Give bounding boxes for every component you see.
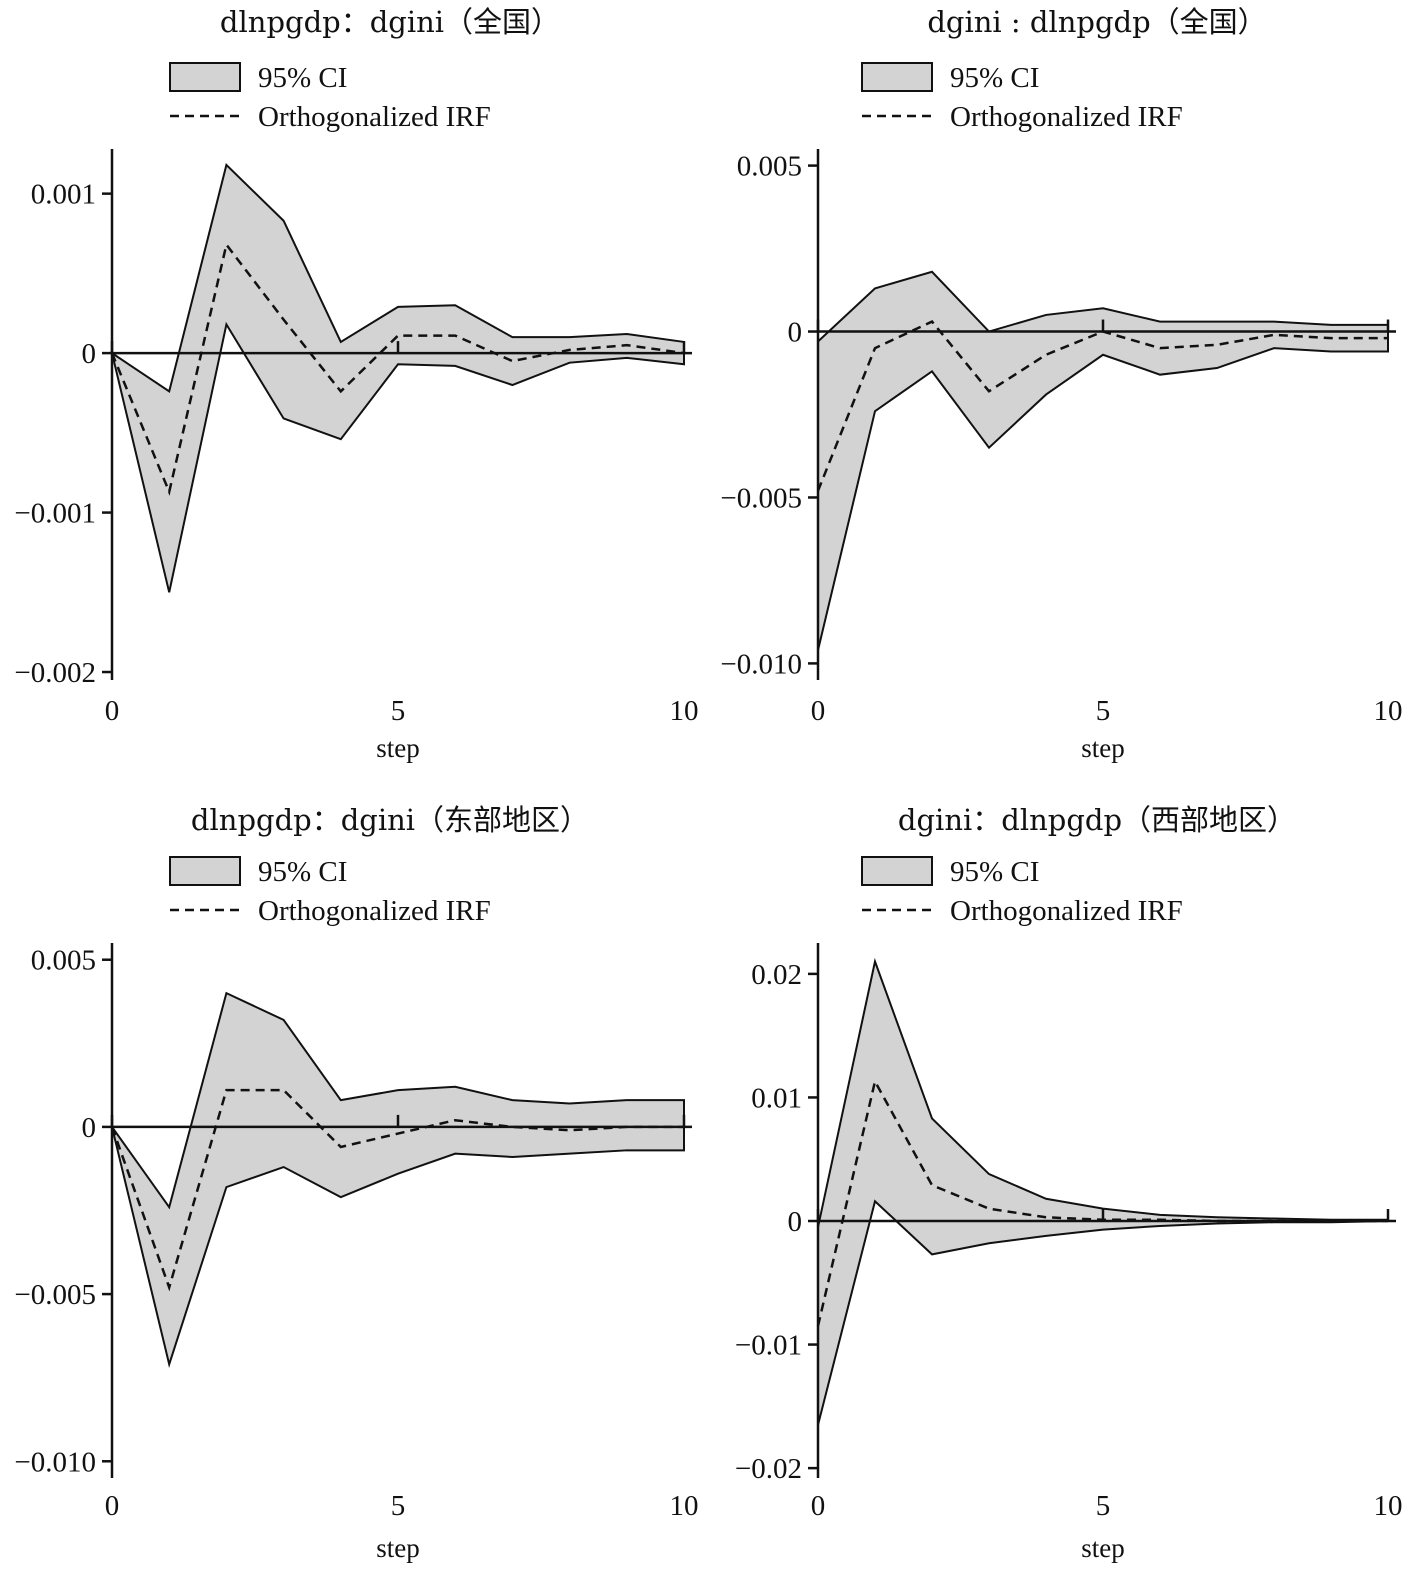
legend-irf-label: Orthogonalized IRF xyxy=(258,895,491,927)
legend-ci-swatch xyxy=(861,62,933,92)
panel-title: dlnpgdp：dgini（全国） xyxy=(220,5,560,39)
x-axis-label: step xyxy=(376,1533,420,1563)
x-tick-label: 0 xyxy=(811,695,826,727)
y-tick-label: 0 xyxy=(788,1206,803,1238)
legend-ci-label: 95% CI xyxy=(950,856,1039,888)
legend-ci-label: 95% CI xyxy=(258,62,347,94)
irf-panel-2: dgini : dlnpgdp（全国） 95% CI Orthogonalized … xyxy=(720,5,1402,763)
panel-title: dlnpgdp：dgini（东部地区） xyxy=(191,803,589,837)
y-tick-label: 0 xyxy=(788,317,803,349)
x-tick-label: 10 xyxy=(670,695,699,727)
legend-irf-label: Orthogonalized IRF xyxy=(950,895,1183,927)
y-tick-label: −0.010 xyxy=(720,648,802,680)
legend-ci-swatch xyxy=(169,62,241,92)
x-axis-label: step xyxy=(1081,1533,1125,1563)
y-tick-label: −0.001 xyxy=(14,498,96,530)
irf-panel-3: dlnpgdp：dgini（东部地区） 95% CI Orthogonalized … xyxy=(14,803,698,1563)
x-tick-label: 10 xyxy=(1374,695,1403,727)
y-tick-label: 0.01 xyxy=(751,1082,802,1114)
x-tick-label: 5 xyxy=(1096,1490,1111,1522)
irf-line xyxy=(110,241,685,496)
ci-band xyxy=(817,270,1389,651)
y-tick-label: 0 xyxy=(82,1112,97,1144)
y-tick-label: 0 xyxy=(82,338,97,370)
x-tick-label: 0 xyxy=(105,1490,120,1522)
x-axis-label: step xyxy=(1081,733,1125,763)
legend-ci-swatch xyxy=(861,856,933,886)
legend-ci-label: 95% CI xyxy=(258,856,347,888)
ci-band xyxy=(111,991,685,1369)
y-tick-label: −0.005 xyxy=(14,1279,96,1311)
irf-panel-1: dlnpgdp：dgini（全国） 95% CI Orthogonalized IR… xyxy=(14,5,698,763)
legend-irf-label: Orthogonalized IRF xyxy=(950,101,1183,133)
legend-ci-swatch xyxy=(169,856,241,886)
y-tick-label: −0.01 xyxy=(735,1330,802,1362)
y-tick-label: −0.02 xyxy=(735,1453,802,1485)
y-tick-label: 0.005 xyxy=(31,945,96,977)
y-tick-label: −0.005 xyxy=(720,482,802,514)
y-tick-label: 0.005 xyxy=(737,151,802,183)
ci-band xyxy=(110,163,685,593)
irf-line xyxy=(110,1088,684,1292)
panel-title: dgini : dlnpgdp（全国） xyxy=(927,5,1266,39)
y-tick-label: −0.002 xyxy=(14,657,96,689)
x-tick-label: 0 xyxy=(811,1490,826,1522)
legend-irf-label: Orthogonalized IRF xyxy=(258,101,491,133)
y-tick-label: 0.02 xyxy=(751,959,802,991)
x-tick-label: 5 xyxy=(1096,695,1111,727)
y-tick-label: 0.001 xyxy=(31,179,96,211)
x-tick-label: 10 xyxy=(670,1490,699,1522)
panel-title: dgini：dlnpgdp（西部地区） xyxy=(898,803,1296,837)
legend-ci-label: 95% CI xyxy=(950,62,1039,94)
x-axis-label: step xyxy=(376,733,420,763)
x-tick-label: 5 xyxy=(391,695,406,727)
y-tick-label: −0.010 xyxy=(14,1446,96,1478)
irf-panel-4: dgini：dlnpgdp（西部地区） 95% CI Orthogonalized … xyxy=(735,803,1403,1563)
x-tick-label: 5 xyxy=(391,1490,406,1522)
x-tick-label: 10 xyxy=(1374,1490,1403,1522)
ci-band xyxy=(817,957,1389,1426)
x-tick-label: 0 xyxy=(105,695,120,727)
